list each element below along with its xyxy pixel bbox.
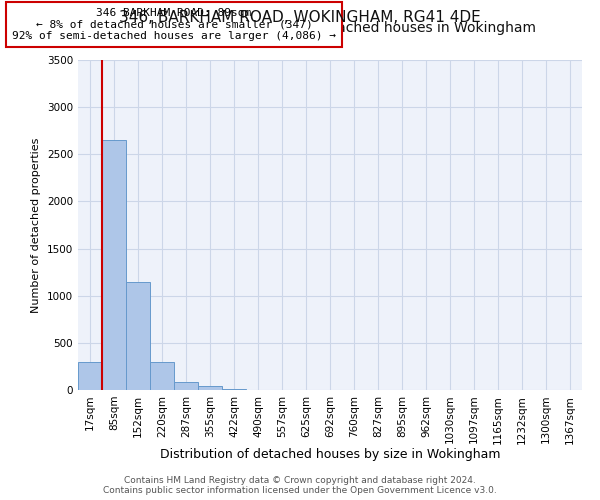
Bar bbox=[78, 362, 102, 390]
Title: Size of property relative to detached houses in Wokingham: Size of property relative to detached ho… bbox=[124, 21, 536, 35]
Text: Contains HM Land Registry data © Crown copyright and database right 2024.
Contai: Contains HM Land Registry data © Crown c… bbox=[103, 476, 497, 495]
Bar bbox=[150, 362, 174, 390]
Bar bbox=[102, 140, 126, 390]
Bar bbox=[198, 386, 222, 390]
Text: 346, BARKHAM ROAD, WOKINGHAM, RG41 4DE: 346, BARKHAM ROAD, WOKINGHAM, RG41 4DE bbox=[119, 10, 481, 25]
Text: 346 BARKHAM ROAD: 89sqm
← 8% of detached houses are smaller (347)
92% of semi-de: 346 BARKHAM ROAD: 89sqm ← 8% of detached… bbox=[12, 8, 336, 41]
Y-axis label: Number of detached properties: Number of detached properties bbox=[31, 138, 41, 312]
Bar bbox=[174, 382, 198, 390]
Bar bbox=[222, 388, 246, 390]
X-axis label: Distribution of detached houses by size in Wokingham: Distribution of detached houses by size … bbox=[160, 448, 500, 461]
Bar bbox=[126, 282, 150, 390]
